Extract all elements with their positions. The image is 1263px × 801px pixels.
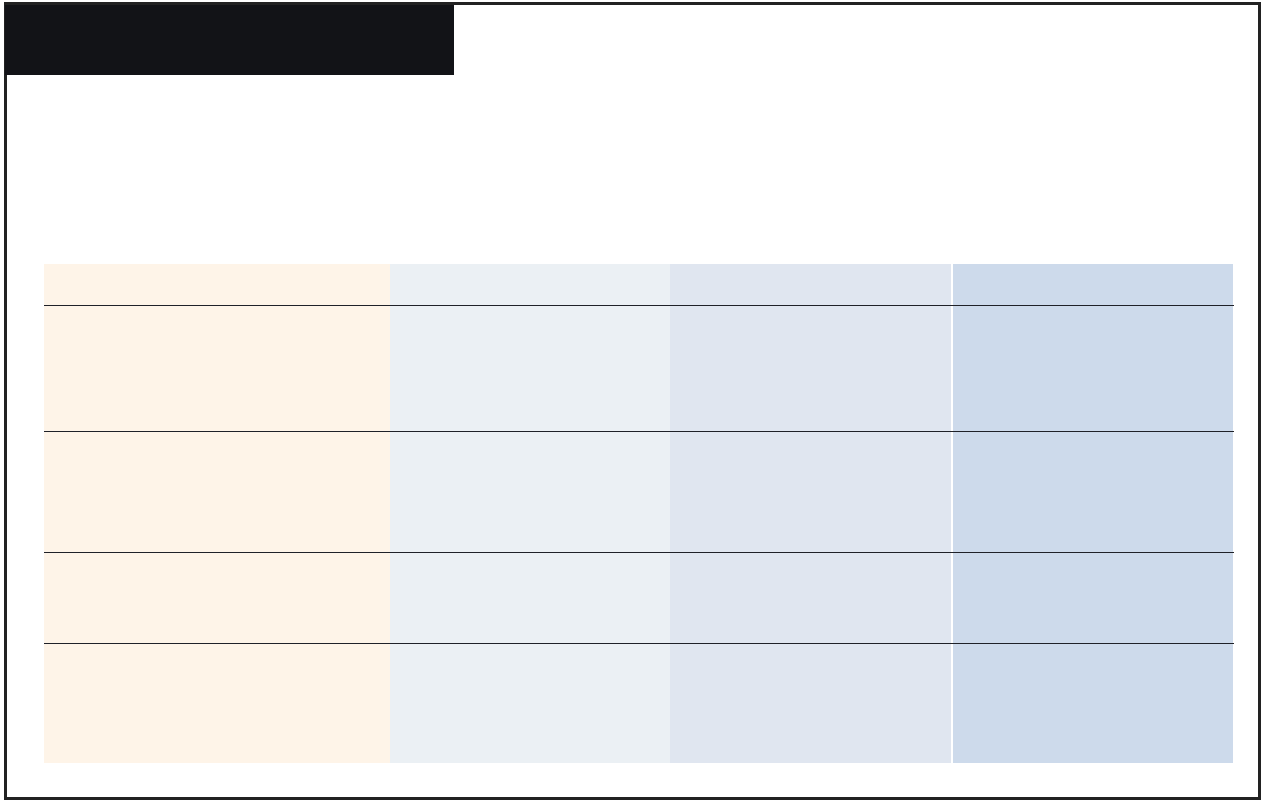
table-column-3	[670, 264, 951, 763]
row-divider	[44, 431, 1234, 432]
row-divider	[44, 305, 1234, 306]
row-divider	[44, 643, 1234, 644]
table-column-4	[953, 264, 1233, 763]
row-divider	[44, 552, 1234, 553]
title-bar	[5, 5, 454, 75]
table-column-2	[390, 264, 670, 763]
table-column-1	[44, 264, 390, 763]
